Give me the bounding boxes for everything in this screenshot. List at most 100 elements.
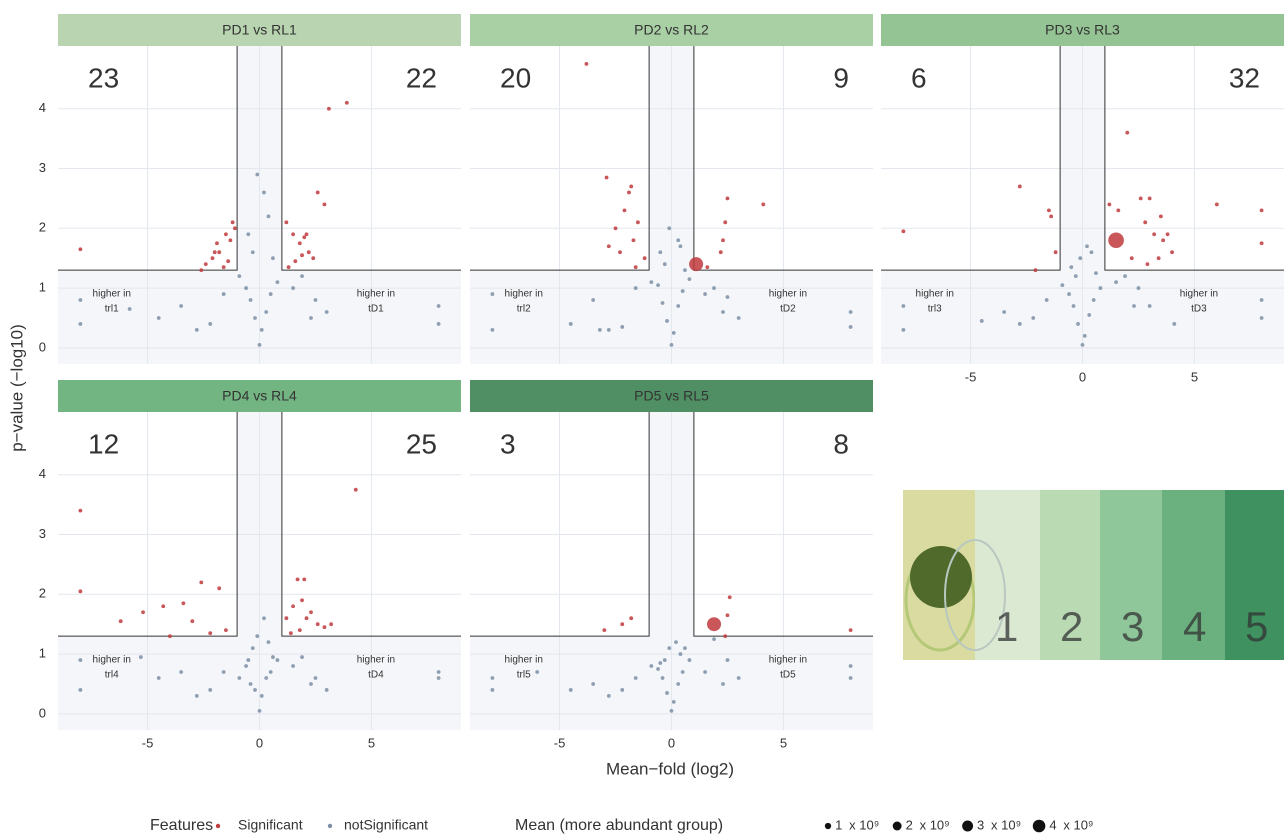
annotation: tD2 — [780, 304, 796, 315]
point — [222, 670, 226, 674]
x-tick-label: 5 — [780, 735, 787, 750]
point — [721, 238, 725, 242]
point — [634, 676, 638, 680]
point — [663, 658, 667, 662]
point — [490, 292, 494, 296]
point — [737, 676, 741, 680]
point — [269, 292, 273, 296]
point — [298, 241, 302, 245]
point — [253, 688, 257, 692]
point — [1215, 202, 1219, 206]
point — [627, 191, 631, 195]
point — [1074, 274, 1078, 278]
right-count: 22 — [406, 62, 437, 93]
point — [1076, 322, 1080, 326]
x-tick-label: 0 — [1079, 369, 1086, 384]
point — [688, 658, 692, 662]
point — [204, 262, 208, 266]
y-tick-label: 1 — [39, 646, 46, 661]
point — [661, 301, 665, 305]
point — [298, 628, 302, 632]
point — [632, 238, 636, 242]
right-count: 8 — [833, 428, 849, 459]
point — [258, 709, 262, 713]
y-tick-label: 4 — [39, 100, 46, 115]
size-legend-unit: x 10⁹ — [1063, 817, 1093, 832]
right-count: 9 — [833, 62, 849, 93]
x-axis-label: Mean−fold (log2) — [606, 759, 734, 778]
point — [674, 640, 678, 644]
point — [251, 250, 255, 254]
y-tick-label: 0 — [39, 705, 46, 720]
point — [849, 676, 853, 680]
point — [665, 691, 669, 695]
y-tick-label: 2 — [39, 220, 46, 235]
point — [1099, 286, 1103, 290]
point — [726, 613, 730, 617]
annotation: higher in — [769, 655, 807, 666]
point — [255, 173, 259, 177]
point — [437, 304, 441, 308]
point — [672, 331, 676, 335]
figure: Mean−fold (log2) p−value (−log10) PD1 vs… — [0, 0, 1286, 836]
point — [688, 277, 692, 281]
point — [325, 688, 329, 692]
y-axis-label: p−value (−log10) — [7, 324, 26, 452]
y-tick-label: 1 — [39, 280, 46, 295]
annotation: higher in — [357, 655, 395, 666]
point — [591, 298, 595, 302]
point — [78, 688, 82, 692]
point — [726, 197, 730, 201]
point — [271, 655, 275, 659]
point — [598, 328, 602, 332]
point — [307, 250, 311, 254]
point — [1114, 280, 1118, 284]
left-count: 3 — [500, 428, 516, 459]
legend-label: notSignificant — [344, 817, 428, 833]
point — [244, 286, 248, 290]
point — [634, 286, 638, 290]
point — [1166, 232, 1170, 236]
point — [670, 709, 674, 713]
point — [208, 688, 212, 692]
point — [291, 664, 295, 668]
y-tick-label: 3 — [39, 526, 46, 541]
point — [325, 310, 329, 314]
right-count: 32 — [1229, 62, 1260, 93]
point — [649, 280, 653, 284]
point — [287, 265, 291, 269]
point — [1085, 244, 1089, 248]
point — [323, 625, 327, 629]
size-legend-unit: x 10⁹ — [849, 817, 879, 832]
point — [139, 655, 143, 659]
point — [707, 617, 721, 631]
point — [1090, 250, 1094, 254]
x-tick-label: 0 — [668, 735, 675, 750]
panel-title: PD3 vs RL3 — [1045, 22, 1120, 38]
point — [1054, 250, 1058, 254]
annotation: trl3 — [928, 304, 942, 315]
point — [208, 631, 212, 635]
point — [1087, 313, 1091, 317]
point — [314, 298, 318, 302]
point — [291, 232, 295, 236]
point — [672, 700, 676, 704]
left-count: 6 — [911, 62, 927, 93]
legend-label: Significant — [238, 817, 303, 833]
point — [1047, 208, 1051, 212]
size-legend-dot — [825, 823, 831, 829]
point — [649, 664, 653, 668]
point — [217, 586, 221, 590]
y-tick-label: 2 — [39, 586, 46, 601]
point — [1172, 322, 1176, 326]
point — [311, 256, 315, 260]
point — [726, 295, 730, 299]
point — [569, 688, 573, 692]
point — [849, 628, 853, 632]
panel: PD2 vs RL2209higher intrl2higher intD2 — [470, 14, 873, 364]
point — [1137, 286, 1141, 290]
panel-title: PD2 vs RL2 — [634, 22, 709, 38]
point — [656, 667, 660, 671]
point — [249, 298, 253, 302]
point — [215, 241, 219, 245]
